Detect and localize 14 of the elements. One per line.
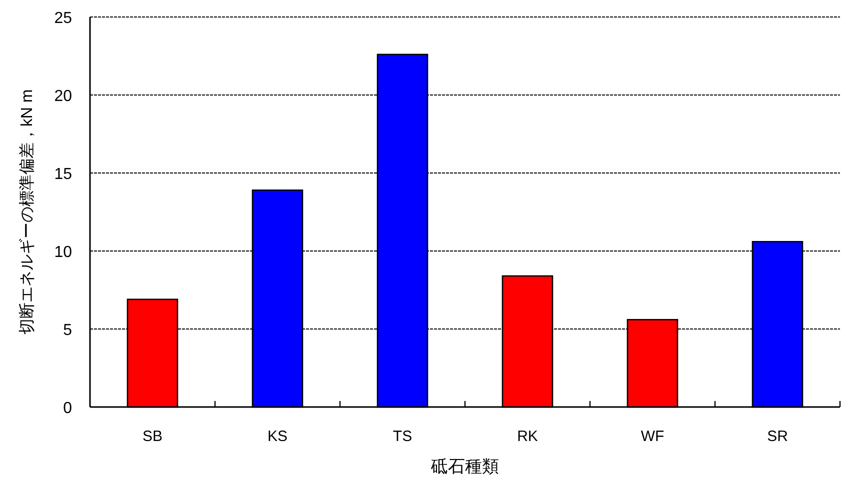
x-tick-label: WF bbox=[640, 428, 664, 445]
y-tick-label: 0 bbox=[63, 400, 72, 417]
x-tick-label: SB bbox=[142, 428, 163, 445]
x-axis-title: 砥石種類 bbox=[430, 457, 499, 476]
y-tick-label: 25 bbox=[54, 10, 72, 27]
y-tick-label: 10 bbox=[54, 244, 72, 261]
x-tick-label: SR bbox=[767, 428, 788, 445]
y-tick-label: 5 bbox=[63, 322, 72, 339]
y-tick-label: 15 bbox=[54, 166, 72, 183]
y-tick-label: 20 bbox=[54, 88, 72, 105]
x-tick-label: TS bbox=[392, 428, 412, 445]
y-axis-title: 切断エネルギーの標準偏差，kN m bbox=[18, 89, 36, 335]
x-tick-label: KS bbox=[267, 428, 288, 445]
x-tick-label: RK bbox=[517, 428, 538, 445]
